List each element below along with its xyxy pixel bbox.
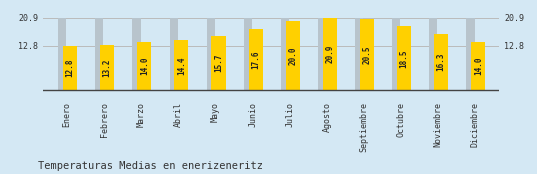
Text: 20.9: 20.9 — [325, 45, 335, 63]
Bar — [397, 26, 411, 90]
Bar — [137, 42, 151, 90]
Bar — [355, 18, 363, 90]
Bar — [360, 19, 374, 90]
Bar — [466, 18, 475, 90]
Text: 18.5: 18.5 — [400, 49, 409, 68]
Bar — [392, 18, 400, 90]
Bar — [249, 29, 263, 90]
Bar — [58, 18, 67, 90]
Bar — [100, 45, 114, 90]
Text: 16.3: 16.3 — [437, 53, 446, 71]
Text: 20.5: 20.5 — [362, 46, 372, 64]
Text: 13.2: 13.2 — [103, 58, 112, 77]
Text: 14.0: 14.0 — [474, 57, 483, 75]
Bar — [244, 18, 252, 90]
Text: Temperaturas Medias en enerizeneritz: Temperaturas Medias en enerizeneritz — [38, 161, 263, 171]
Bar — [95, 18, 104, 90]
Bar — [323, 18, 337, 90]
Bar — [318, 18, 326, 90]
Bar — [175, 40, 188, 90]
Text: 15.7: 15.7 — [214, 54, 223, 72]
Bar — [471, 42, 485, 90]
Bar — [434, 34, 448, 90]
Bar — [170, 18, 178, 90]
Bar — [212, 36, 226, 90]
Text: 17.6: 17.6 — [251, 51, 260, 69]
Bar — [281, 18, 289, 90]
Bar — [63, 46, 77, 90]
Bar — [429, 18, 438, 90]
Bar — [286, 21, 300, 90]
Text: 14.0: 14.0 — [140, 57, 149, 75]
Text: 20.0: 20.0 — [288, 46, 297, 65]
Text: 14.4: 14.4 — [177, 56, 186, 75]
Bar — [133, 18, 141, 90]
Bar — [207, 18, 215, 90]
Text: 12.8: 12.8 — [66, 59, 75, 77]
